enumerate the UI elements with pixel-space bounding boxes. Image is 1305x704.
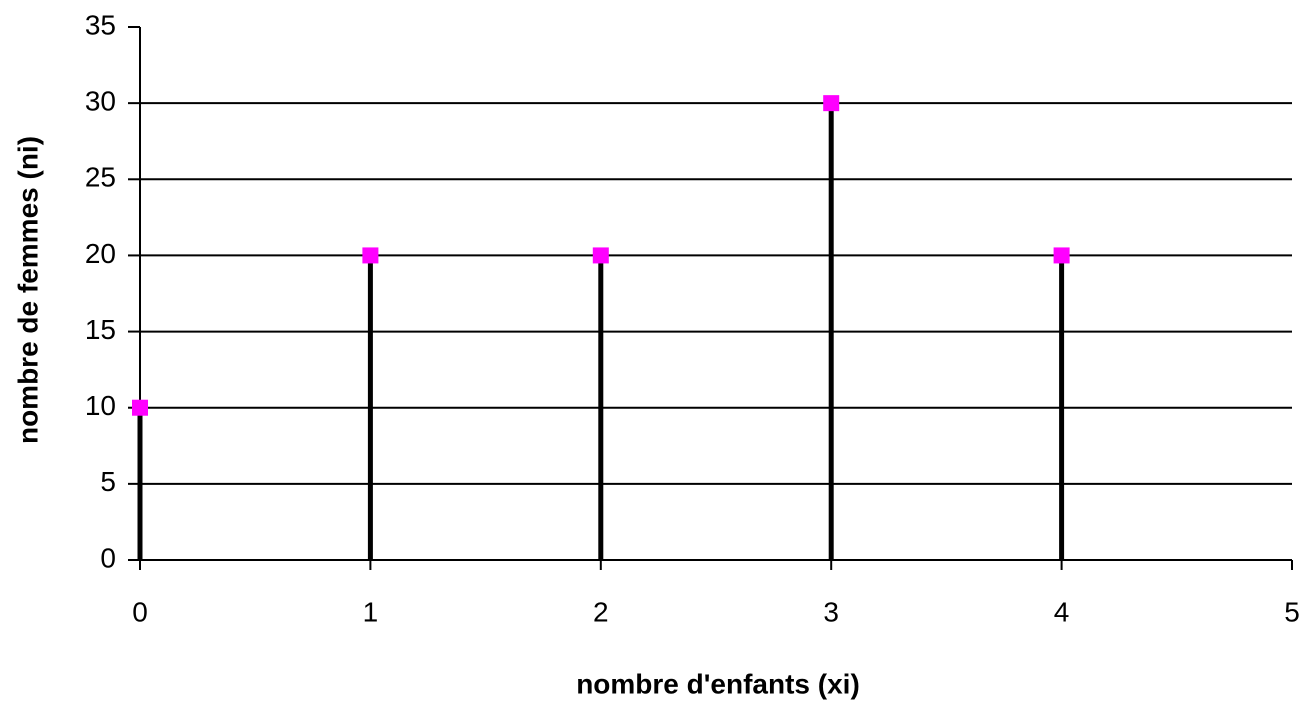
y-tick-label: 20 — [85, 238, 116, 269]
marker — [823, 95, 840, 112]
y-tick-label: 15 — [85, 314, 116, 345]
x-axis-label: nombre d'enfants (xi) — [576, 668, 860, 699]
marker — [362, 247, 379, 264]
x-tick-label: 4 — [1054, 596, 1070, 627]
y-tick-label: 10 — [85, 390, 116, 421]
x-tick-label: 0 — [132, 596, 148, 627]
x-tick-label: 3 — [823, 596, 839, 627]
marker — [132, 399, 148, 416]
y-tick-label: 5 — [100, 466, 116, 497]
y-tick-label: 0 — [100, 542, 116, 573]
x-tick-label: 1 — [363, 596, 379, 627]
x-tick-label: 2 — [593, 596, 609, 627]
x-tick-label: 5 — [1284, 596, 1300, 627]
marker — [1053, 247, 1070, 264]
y-axis-label: nombre de femmes (ni) — [12, 136, 43, 444]
y-tick-label: 35 — [85, 9, 116, 40]
marker — [592, 247, 609, 264]
y-tick-label: 30 — [85, 86, 116, 117]
y-tick-label: 25 — [85, 162, 116, 193]
